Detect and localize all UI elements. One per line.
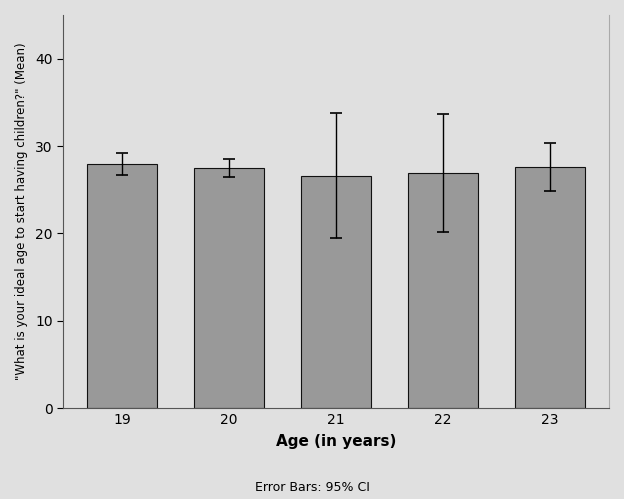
Y-axis label: "What is your ideal age to start having children?" (Mean): "What is your ideal age to start having … — [15, 43, 28, 380]
Bar — [408, 173, 478, 408]
X-axis label: Age (in years): Age (in years) — [276, 434, 396, 449]
Bar — [301, 176, 371, 408]
Bar — [194, 168, 264, 408]
Bar — [515, 167, 585, 408]
Bar — [87, 165, 157, 408]
Text: Error Bars: 95% CI: Error Bars: 95% CI — [255, 481, 369, 494]
